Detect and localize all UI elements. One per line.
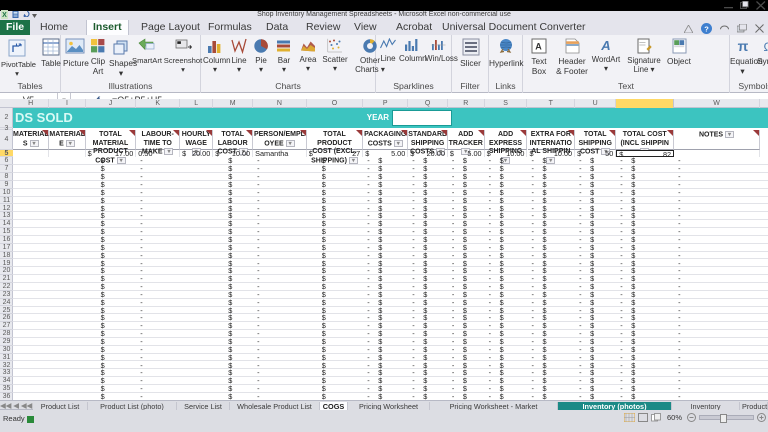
- svg-text:Ω: Ω: [764, 40, 768, 54]
- svg-text:A: A: [600, 38, 610, 53]
- svg-text:?: ?: [704, 24, 709, 33]
- svg-text:π: π: [737, 38, 748, 54]
- svg-text:A: A: [535, 42, 542, 52]
- svg-text:X: X: [2, 12, 7, 19]
